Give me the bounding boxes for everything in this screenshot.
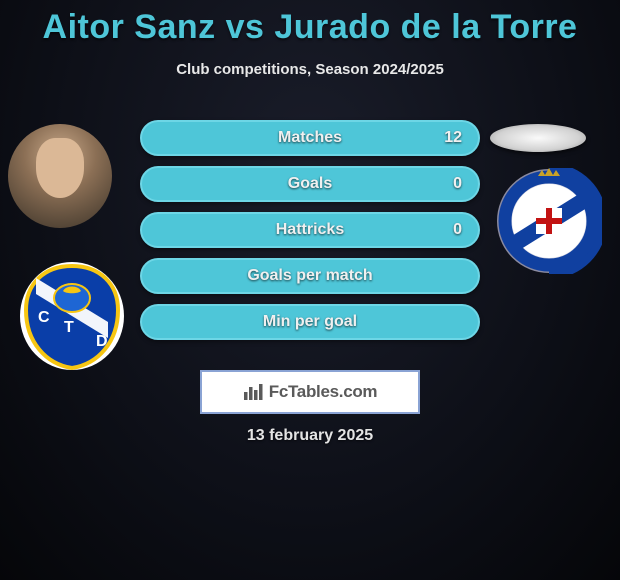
stat-right-value: 0 — [453, 214, 462, 246]
stat-right-value: 12 — [444, 122, 462, 154]
branding-label: FcTables.com — [269, 382, 378, 402]
stat-bar-matches: Matches 12 — [140, 120, 480, 156]
bar-chart-icon — [243, 383, 263, 401]
stat-right-value: 0 — [453, 168, 462, 200]
branding-box[interactable]: FcTables.com — [200, 370, 420, 414]
stat-label: Matches — [142, 122, 478, 154]
comparison-date: 13 february 2025 — [0, 427, 620, 445]
stat-bar-goals-per-match: Goals per match — [140, 258, 480, 294]
page-subtitle: Club competitions, Season 2024/2025 — [0, 61, 620, 78]
svg-text:T: T — [64, 319, 74, 336]
player-left-avatar — [8, 124, 112, 228]
club-left-crest: C T D — [18, 260, 126, 372]
page-title: Aitor Sanz vs Jurado de la Torre — [0, 0, 620, 47]
stat-label: Goals per match — [142, 260, 478, 292]
comparison-card: Aitor Sanz vs Jurado de la Torre Club co… — [0, 0, 620, 580]
svg-text:C: C — [38, 309, 50, 326]
stat-bar-goals: Goals 0 — [140, 166, 480, 202]
stat-label: Min per goal — [142, 306, 478, 338]
stat-bar-min-per-goal: Min per goal — [140, 304, 480, 340]
club-right-crest — [496, 168, 602, 274]
stat-bar-hattricks: Hattricks 0 — [140, 212, 480, 248]
player-right-avatar — [490, 124, 586, 152]
svg-text:D: D — [96, 333, 108, 350]
stat-label: Hattricks — [142, 214, 478, 246]
stat-label: Goals — [142, 168, 478, 200]
stat-bars: Matches 12 Goals 0 Hattricks 0 Goals per… — [140, 120, 480, 350]
